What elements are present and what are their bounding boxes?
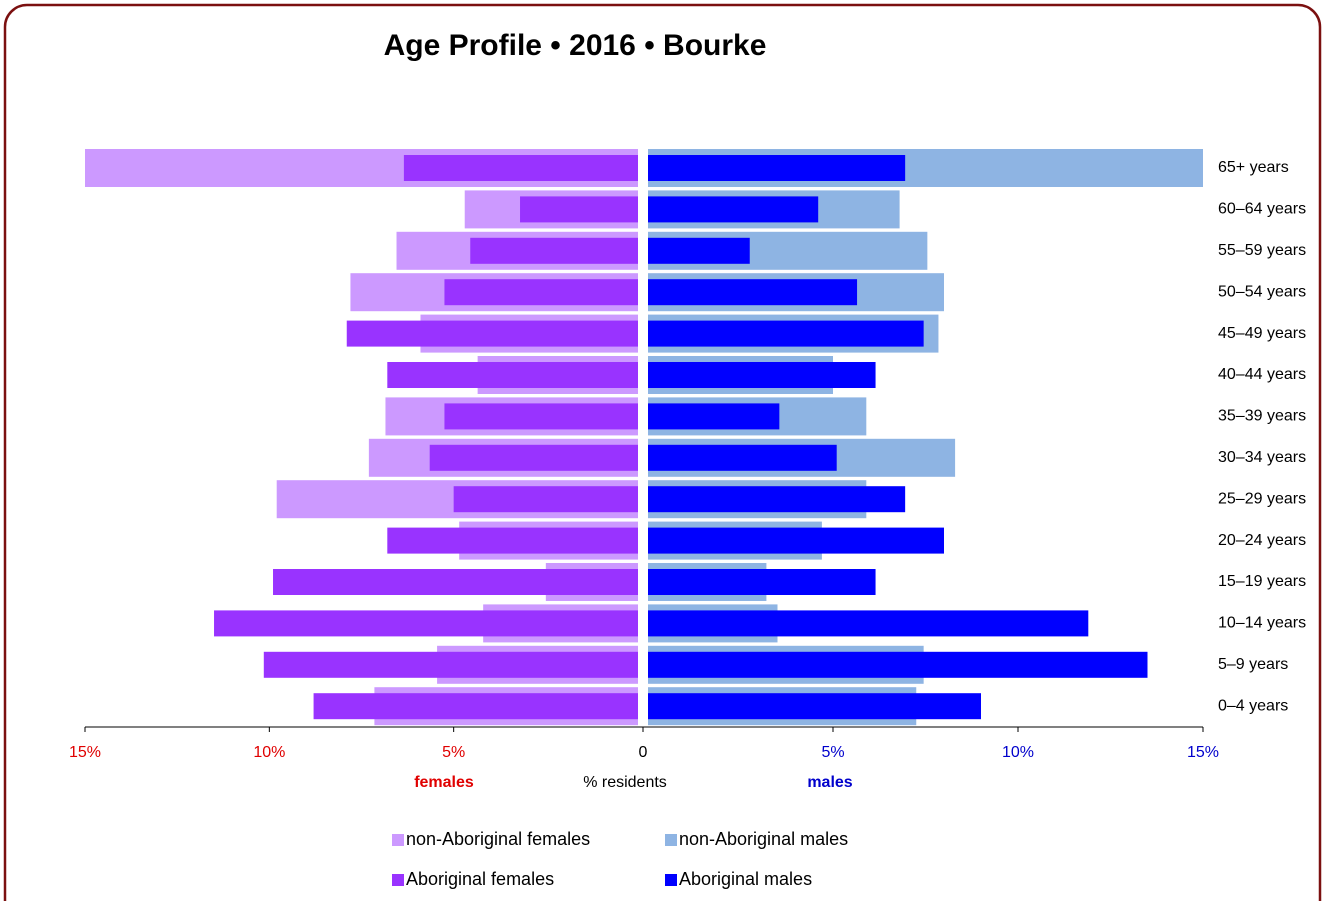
x-tick-label: 15% (69, 744, 101, 761)
bar (648, 569, 876, 595)
bar (403, 155, 638, 181)
bar (648, 196, 819, 223)
legend-swatch (665, 834, 677, 846)
bar (648, 651, 1148, 678)
category-label: 15–19 years (1218, 573, 1306, 590)
bar (387, 362, 638, 388)
bar (648, 527, 944, 554)
x-axis-label: % residents (583, 774, 667, 791)
bar (453, 486, 638, 513)
bar (313, 693, 638, 720)
bar (520, 196, 638, 223)
category-label: 25–29 years (1218, 490, 1306, 507)
legend-label: non-Aboriginal females (406, 829, 590, 849)
category-label: 50–54 years (1218, 283, 1306, 300)
left-label: females (414, 774, 474, 791)
category-label: 65+ years (1218, 159, 1289, 176)
bar (648, 320, 924, 347)
legend-swatch (392, 834, 404, 846)
bar (387, 527, 638, 554)
bar (648, 693, 981, 720)
bar (648, 610, 1089, 637)
bar (263, 651, 638, 678)
category-label: 5–9 years (1218, 656, 1288, 673)
bar (648, 403, 780, 430)
category-label: 10–14 years (1218, 615, 1306, 632)
x-tick-label: 5% (442, 744, 465, 761)
category-label: 60–64 years (1218, 201, 1306, 218)
bar (346, 320, 638, 347)
x-tick-label: 15% (1187, 744, 1219, 761)
bar (273, 569, 638, 595)
category-label: 30–34 years (1218, 449, 1306, 466)
x-tick-label: 10% (253, 744, 285, 761)
category-label: 35–39 years (1218, 408, 1306, 425)
bar (444, 403, 638, 430)
legend-label: Aboriginal females (406, 869, 554, 889)
right-label: males (807, 774, 852, 791)
bar (470, 237, 638, 264)
legend-swatch (392, 874, 404, 886)
bar (648, 155, 906, 181)
bar (444, 279, 638, 306)
bar (648, 237, 750, 264)
bar (429, 444, 638, 471)
bar (648, 486, 906, 513)
x-tick-label: 5% (821, 744, 844, 761)
x-tick-label: 10% (1002, 744, 1034, 761)
chart-title: Age Profile • 2016 • Bourke (384, 29, 767, 62)
legend-swatch (665, 874, 677, 886)
category-label: 55–59 years (1218, 242, 1306, 259)
frame (3, 3, 1322, 901)
bar (648, 444, 837, 471)
category-label: 45–49 years (1218, 325, 1306, 342)
bar (214, 610, 639, 637)
category-label: 40–44 years (1218, 366, 1306, 383)
x-tick-label: 0 (639, 744, 648, 761)
legend-label: non-Aboriginal males (679, 829, 848, 849)
bar (648, 362, 876, 388)
category-label: 20–24 years (1218, 532, 1306, 549)
category-label: 0–4 years (1218, 697, 1288, 714)
legend-label: Aboriginal males (679, 869, 812, 889)
bar (648, 279, 858, 306)
